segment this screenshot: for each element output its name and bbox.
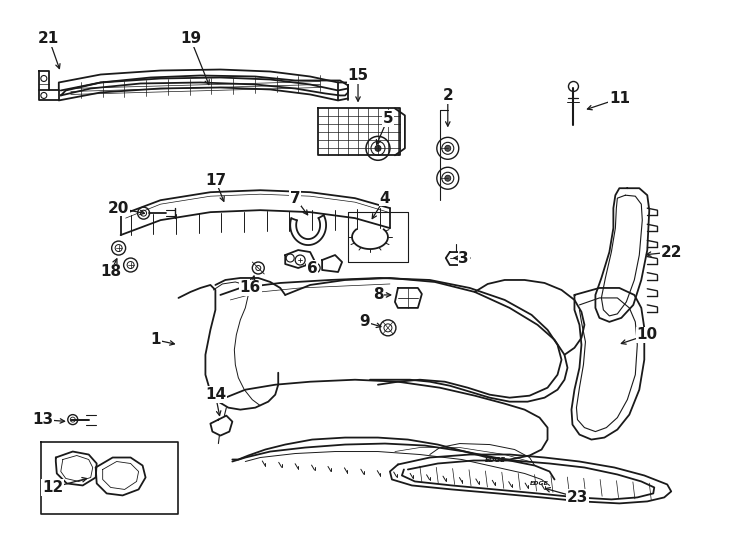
Text: 18: 18 [100, 265, 121, 280]
Text: 5: 5 [382, 111, 393, 126]
Circle shape [375, 145, 381, 151]
Text: 22: 22 [661, 245, 682, 260]
Text: 2: 2 [443, 88, 453, 103]
Text: 14: 14 [205, 387, 226, 402]
Text: 10: 10 [636, 327, 658, 342]
Text: 8: 8 [373, 287, 383, 302]
Circle shape [286, 254, 294, 262]
Text: 16: 16 [240, 280, 261, 295]
Text: 15: 15 [347, 68, 368, 83]
Text: 19: 19 [180, 31, 201, 46]
Text: 17: 17 [205, 173, 226, 188]
Text: 6: 6 [307, 260, 318, 275]
Text: 20: 20 [108, 201, 129, 215]
Text: 12: 12 [42, 480, 63, 495]
Text: 21: 21 [38, 31, 59, 46]
Text: 1: 1 [150, 332, 161, 347]
Text: 23: 23 [567, 490, 588, 505]
Text: 9: 9 [360, 314, 371, 329]
Text: 13: 13 [32, 412, 54, 427]
Text: EDGE: EDGE [484, 456, 506, 462]
Text: 3: 3 [459, 251, 469, 266]
Text: 4: 4 [379, 191, 390, 206]
Circle shape [445, 176, 451, 181]
Text: 7: 7 [290, 191, 300, 206]
Text: 11: 11 [608, 91, 630, 106]
Circle shape [445, 145, 451, 151]
Text: EDGE: EDGE [529, 482, 548, 487]
